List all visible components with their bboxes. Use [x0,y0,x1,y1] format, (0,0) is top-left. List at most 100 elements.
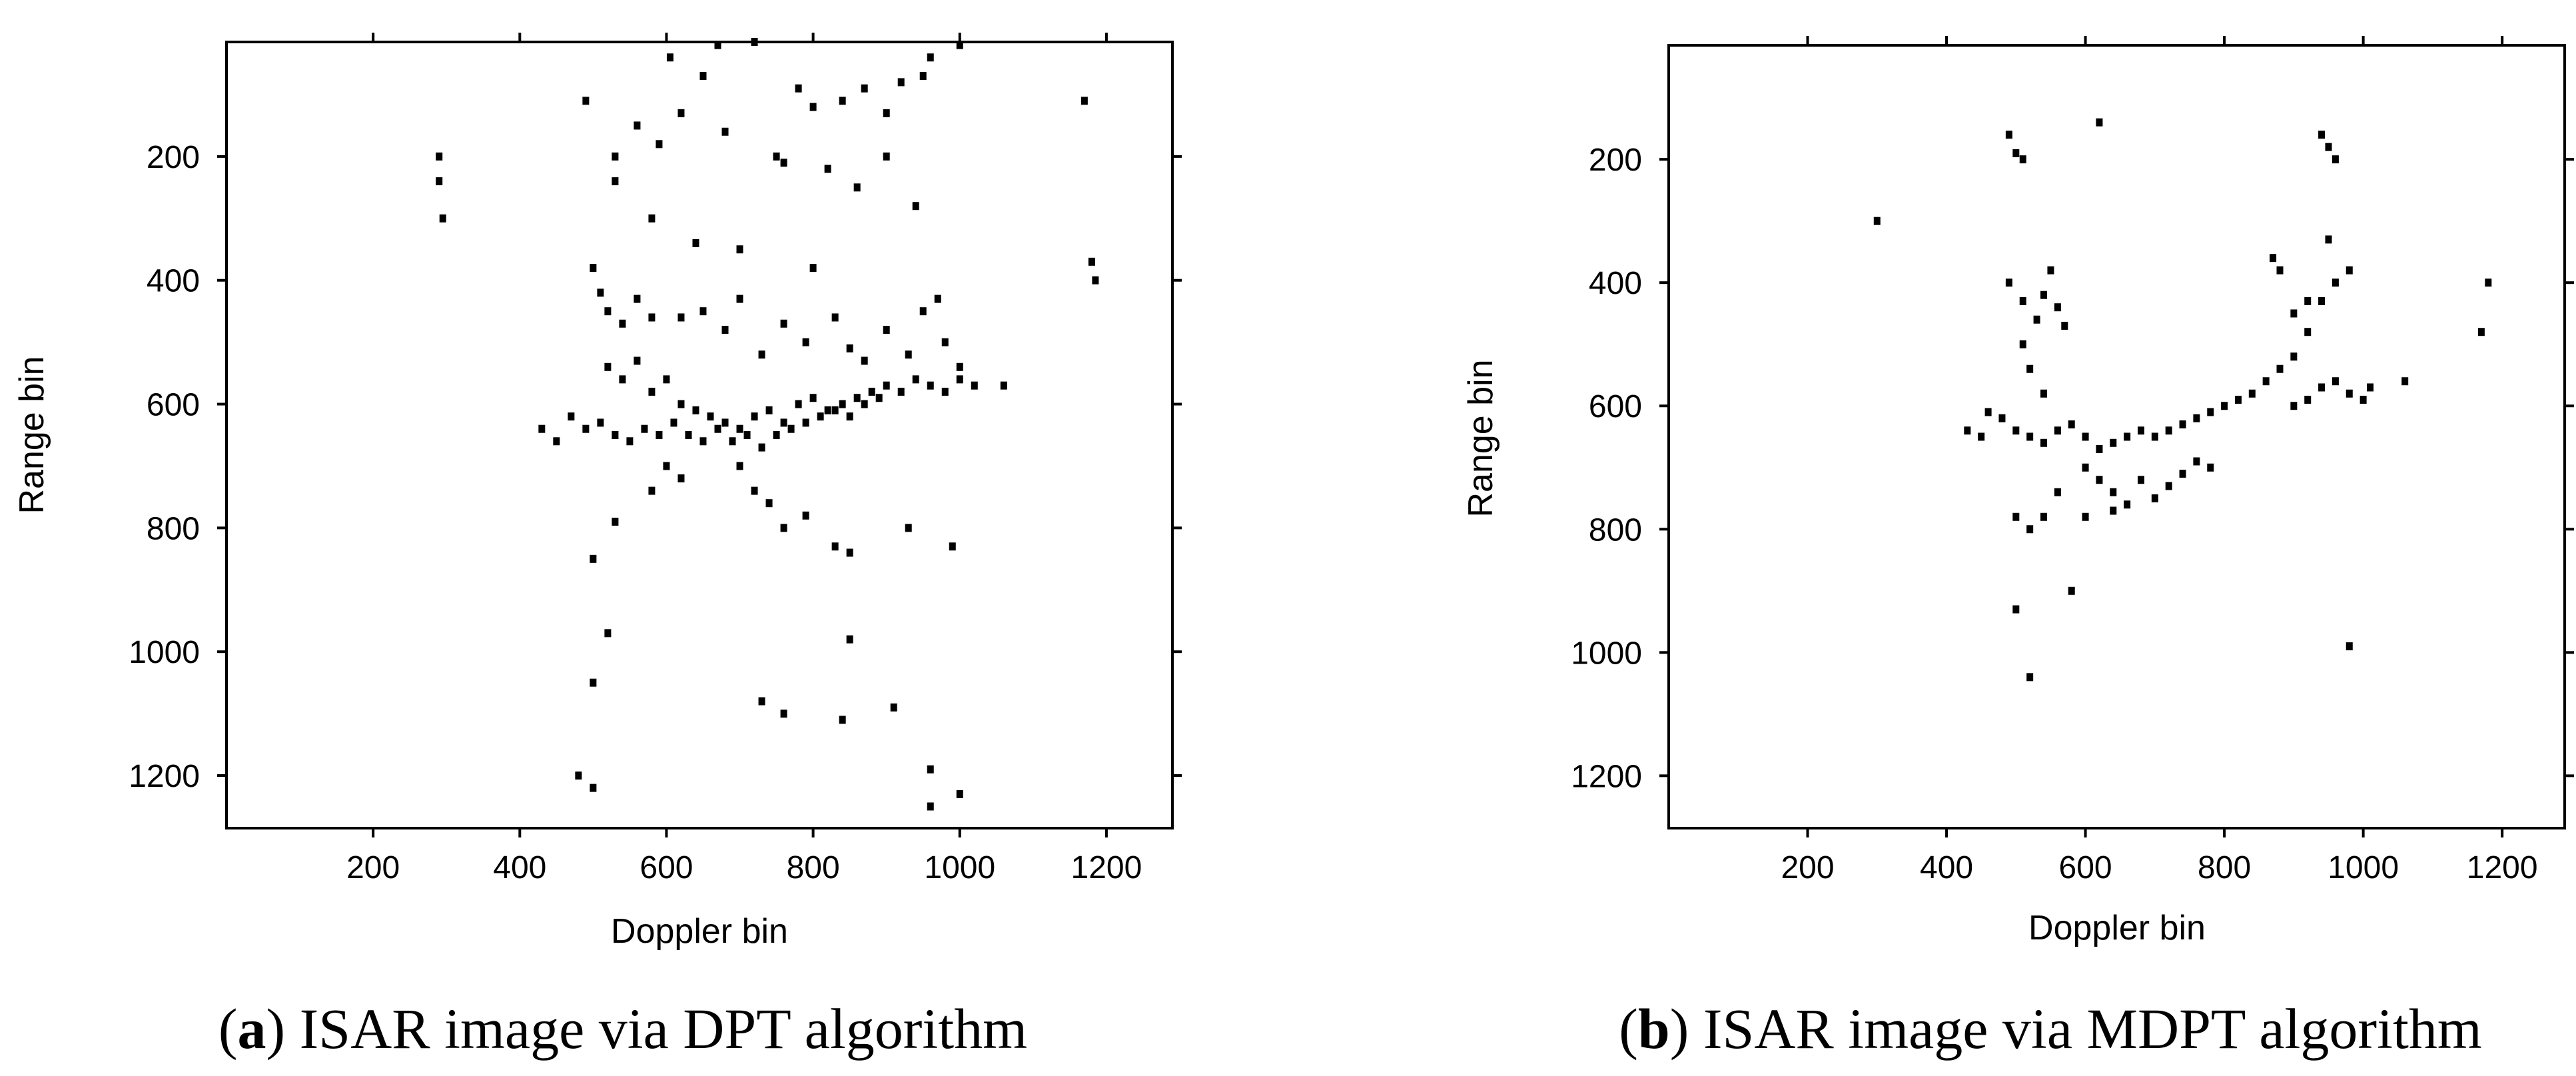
data-point-a-13 [839,97,846,105]
data-point-a-84 [1000,381,1007,390]
data-point-a-41 [677,313,685,322]
data-point-b-67 [2179,470,2186,478]
data-point-a-75 [853,394,861,402]
data-point-a-128 [846,635,853,644]
data-point-b-64 [2137,476,2144,484]
y-tick-label-a-400: 400 [147,264,200,299]
data-point-a-5 [634,121,641,130]
data-point-b-48 [2304,395,2312,404]
data-point-b-55 [2270,254,2277,263]
data-point-b-42 [2290,352,2298,361]
data-point-a-17 [919,72,927,81]
data-point-b-56 [2276,266,2284,274]
data-point-a-97 [714,424,721,433]
x-tick-label-a-200: 200 [346,850,400,885]
data-point-a-115 [780,524,787,532]
data-point-a-98 [729,437,736,446]
data-point-a-96 [699,437,707,446]
data-point-a-116 [802,511,809,520]
data-point-b-18 [2026,364,2034,373]
data-point-b-28 [2096,445,2103,454]
data-point-a-55 [934,294,941,303]
y-tick-label-a-200: 200 [147,140,200,175]
data-point-b-46 [2346,266,2353,274]
data-point-b-0 [2005,131,2012,139]
data-point-b-74 [2082,512,2089,521]
data-point-b-68 [2193,457,2200,466]
data-point-b-11 [2019,296,2026,305]
data-point-a-34 [1092,276,1099,284]
data-point-a-64 [692,406,699,414]
data-point-a-125 [758,697,765,706]
data-point-a-36 [597,288,604,297]
data-point-b-9 [2485,278,2492,287]
data-point-b-32 [2151,432,2158,441]
plot-area-b [1667,44,2566,829]
data-point-b-43 [2304,328,2312,336]
y-axis-label-b: Range bin [1462,359,1500,517]
x-axis-ticks-a: 200 400 600 800 1000 1200 [346,33,1142,885]
data-point-a-40 [648,313,655,322]
data-point-a-103 [802,418,809,427]
data-point-a-69 [765,406,773,414]
x-tick-label-b-400: 400 [1920,850,1973,885]
data-point-a-27 [883,152,890,161]
data-point-a-28 [912,202,919,211]
data-point-b-37 [2221,402,2228,410]
data-point-a-66 [721,418,729,427]
data-point-a-46 [780,319,787,328]
y-tick-label-b-1200: 1200 [1571,759,1642,794]
data-point-b-21 [1998,414,2006,422]
data-point-a-24 [780,159,787,167]
data-point-b-61 [2096,476,2103,484]
data-point-a-89 [597,418,604,427]
data-point-b-62 [2110,488,2117,496]
data-point-b-81 [2346,642,2353,651]
data-point-a-4 [582,97,590,105]
data-point-a-43 [721,326,729,334]
data-point-a-124 [590,678,597,687]
data-point-a-60 [634,356,641,365]
data-point-b-66 [2165,482,2172,490]
data-point-a-106 [846,412,853,421]
data-point-a-11 [795,84,802,93]
data-point-a-25 [824,165,831,173]
caption-a: (a) ISAR image via DPT algorithm [218,997,1027,1061]
data-point-a-104 [817,412,824,421]
caption-b: (b) ISAR image via MDPT algorithm [1619,997,2482,1061]
data-point-b-40 [2262,377,2270,386]
data-point-b-52 [2360,395,2367,404]
data-point-b-33 [2165,426,2172,435]
data-point-a-99 [743,431,751,439]
x-axis-label-b: Doppler bin [2028,909,2206,947]
data-point-a-38 [619,319,626,328]
data-point-a-131 [956,790,963,798]
data-point-b-15 [2054,303,2061,312]
data-point-b-73 [2012,512,2020,521]
data-point-b-10 [2005,278,2012,287]
data-point-a-57 [956,362,963,371]
data-point-b-41 [2276,364,2284,373]
data-point-b-60 [2082,463,2089,472]
data-point-a-47 [802,338,809,346]
data-point-a-56 [941,338,949,346]
data-point-a-111 [648,486,655,495]
data-point-b-1 [2012,149,2020,157]
y-tick-label-b-400: 400 [1589,266,1642,301]
data-point-a-127 [839,716,846,724]
data-point-a-73 [824,406,831,414]
caption-text-a: ISAR image via DPT algorithm [300,997,1027,1061]
y-tick-label-a-800: 800 [147,511,200,546]
data-point-a-18 [927,53,934,62]
data-point-b-8 [2477,328,2485,336]
data-point-b-25 [2054,426,2061,435]
data-point-a-108 [875,394,883,402]
data-point-a-39 [634,294,641,303]
scatter-points-b [1873,118,2492,682]
data-point-a-52 [883,326,890,334]
panel-a: 200 400 600 800 1000 1200 200 400 600 800 1000 120… [13,33,1182,1061]
data-point-b-14 [2047,266,2054,274]
data-point-a-102 [787,424,795,433]
y-tick-label-a-1000: 1000 [129,635,200,670]
data-point-a-76 [868,387,875,396]
